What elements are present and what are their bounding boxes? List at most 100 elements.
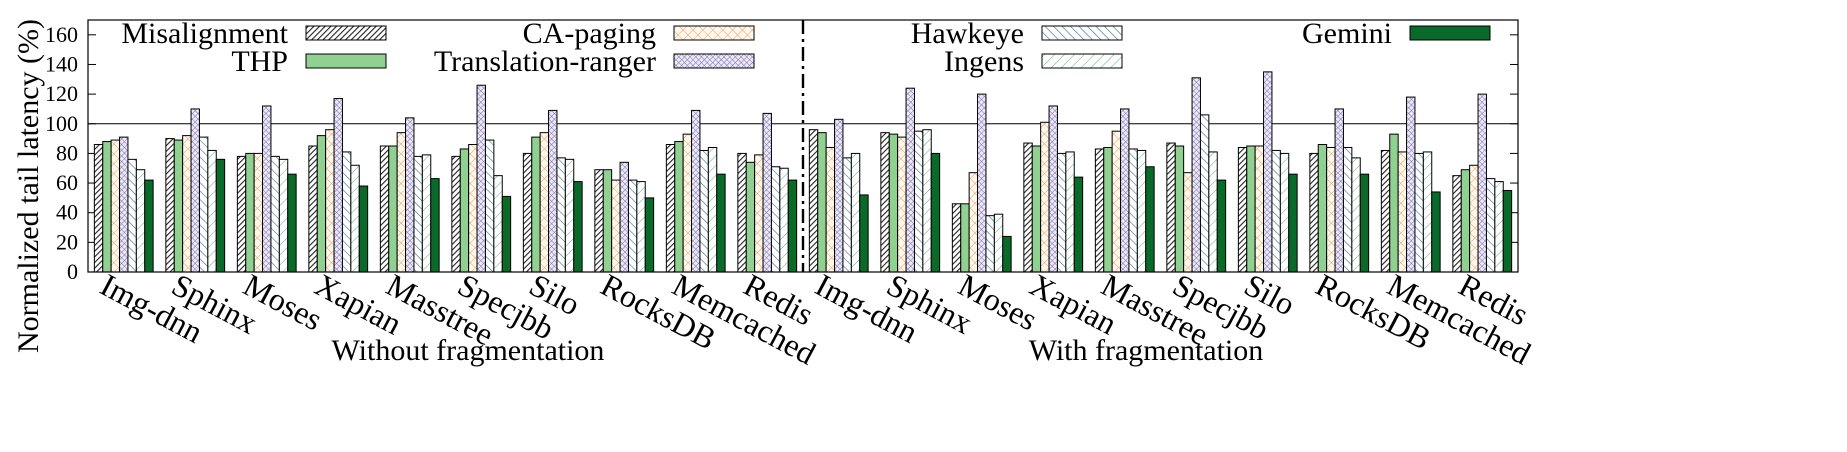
bar-ingens xyxy=(1065,151,1075,273)
legend-label-gemini: Gemini xyxy=(1302,17,1392,50)
bar-thp xyxy=(1031,145,1042,273)
bar-misalignment xyxy=(1094,148,1105,273)
legend-label-translation-ranger: Translation-ranger xyxy=(434,45,656,78)
bar-gemini xyxy=(1002,235,1012,273)
y-tick-label: 0 xyxy=(67,259,78,284)
bar-ingens xyxy=(1208,151,1218,273)
bar-ca-paging xyxy=(396,132,407,273)
legend-swatch-misalignment xyxy=(305,25,387,41)
legend-swatch-gemini xyxy=(1409,25,1491,41)
bar-ca-paging xyxy=(1111,130,1122,273)
legend-label-thp: THP xyxy=(231,45,288,78)
bar-misalignment xyxy=(594,169,604,273)
bar-ca-paging xyxy=(182,135,192,273)
bar-ca-paging xyxy=(539,132,550,273)
bar-ingens xyxy=(135,169,146,273)
bar-ca-paging xyxy=(611,179,621,273)
bar-ingens xyxy=(922,129,932,273)
bar-hawkeye xyxy=(1414,152,1424,273)
bar-ingens xyxy=(850,152,861,273)
bar-gemini xyxy=(358,185,369,273)
y-tick-label: 120 xyxy=(45,81,78,106)
bar-ca-paging xyxy=(468,144,478,273)
bar-ingens xyxy=(636,181,646,273)
bar-ca-paging xyxy=(1183,172,1193,273)
bar-hawkeye xyxy=(699,149,709,273)
bar-thp xyxy=(1317,144,1328,273)
bar-gemini xyxy=(1216,179,1227,273)
bar-ingens xyxy=(1136,149,1147,273)
group-label-with-fragmentation: With fragmentation xyxy=(1029,334,1264,367)
bar-ca-paging xyxy=(325,129,335,273)
bar-thp xyxy=(1103,146,1113,273)
bar-hawkeye xyxy=(270,155,280,273)
bar-gemini xyxy=(1073,176,1084,273)
bar-misalignment xyxy=(379,145,390,273)
bar-gemini xyxy=(930,152,941,273)
bar-hawkeye xyxy=(1056,152,1067,273)
bar-ingens xyxy=(1351,157,1361,273)
bar-misalignment xyxy=(1237,146,1248,273)
bar-misalignment xyxy=(1380,149,1391,273)
group-label-without-fragmentation: Without fragmentation xyxy=(332,334,605,367)
y-tick-label: 20 xyxy=(56,229,78,254)
bar-thp xyxy=(245,152,255,273)
bar-gemini xyxy=(501,195,512,273)
bar-ca-paging xyxy=(1397,151,1408,273)
bar-hawkeye xyxy=(627,179,638,273)
bar-gemini xyxy=(287,173,297,273)
bar-hawkeye xyxy=(1199,114,1210,273)
bar-translation-ranger xyxy=(119,136,129,273)
bar-hawkeye xyxy=(341,151,352,273)
bar-ingens xyxy=(278,158,289,273)
bar-translation-ranger xyxy=(190,108,200,273)
bar-translation-ranger xyxy=(1120,108,1130,273)
bar-translation-ranger xyxy=(1263,71,1273,273)
bar-ca-paging xyxy=(682,133,693,273)
bar-thp xyxy=(602,169,613,273)
bar-ingens xyxy=(493,175,503,273)
legend-swatch-thp xyxy=(305,53,387,69)
bar-ca-paging xyxy=(1469,164,1479,273)
bar-misalignment xyxy=(93,144,104,273)
bar-gemini xyxy=(716,173,726,273)
bar-translation-ranger xyxy=(262,105,272,273)
y-tick-label: 40 xyxy=(56,200,78,225)
bar-thp xyxy=(173,139,184,273)
bar-thp xyxy=(1460,169,1471,273)
bar-gemini xyxy=(573,181,583,273)
legend-label-misalignment: Misalignment xyxy=(121,17,288,50)
bar-translation-ranger xyxy=(905,87,915,273)
bar-translation-ranger xyxy=(1191,77,1201,273)
bar-thp xyxy=(459,148,470,273)
bar-hawkeye xyxy=(127,158,137,273)
bar-misalignment xyxy=(951,203,962,273)
bar-translation-ranger xyxy=(691,109,701,273)
bar-translation-ranger xyxy=(834,118,844,273)
bar-ca-paging xyxy=(1040,121,1050,273)
bar-misalignment xyxy=(451,155,461,273)
y-tick-label: 160 xyxy=(45,22,78,47)
bar-translation-ranger xyxy=(619,161,629,273)
bar-ingens xyxy=(1494,181,1504,273)
plot-frame xyxy=(87,19,1519,273)
bar-hawkeye xyxy=(1271,149,1281,273)
bar-ca-paging xyxy=(897,136,907,273)
bar-ca-paging xyxy=(968,172,979,273)
legend-swatch-ingens xyxy=(1041,53,1123,69)
bar-ingens xyxy=(1422,151,1433,273)
bar-misalignment xyxy=(1452,175,1462,273)
bar-translation-ranger xyxy=(1477,93,1487,273)
bar-thp xyxy=(745,161,756,273)
bar-gemini xyxy=(1288,173,1298,273)
bar-misalignment xyxy=(808,129,819,273)
bar-misalignment xyxy=(880,132,890,273)
bar-misalignment xyxy=(737,152,747,273)
bar-gemini xyxy=(859,194,869,273)
legend-swatch-translation-ranger xyxy=(673,53,755,69)
bar-ingens xyxy=(1279,152,1290,273)
bar-gemini xyxy=(1359,173,1370,273)
bar-gemini xyxy=(430,178,440,273)
y-tick-label: 100 xyxy=(45,111,78,136)
bar-ca-paging xyxy=(110,139,121,273)
